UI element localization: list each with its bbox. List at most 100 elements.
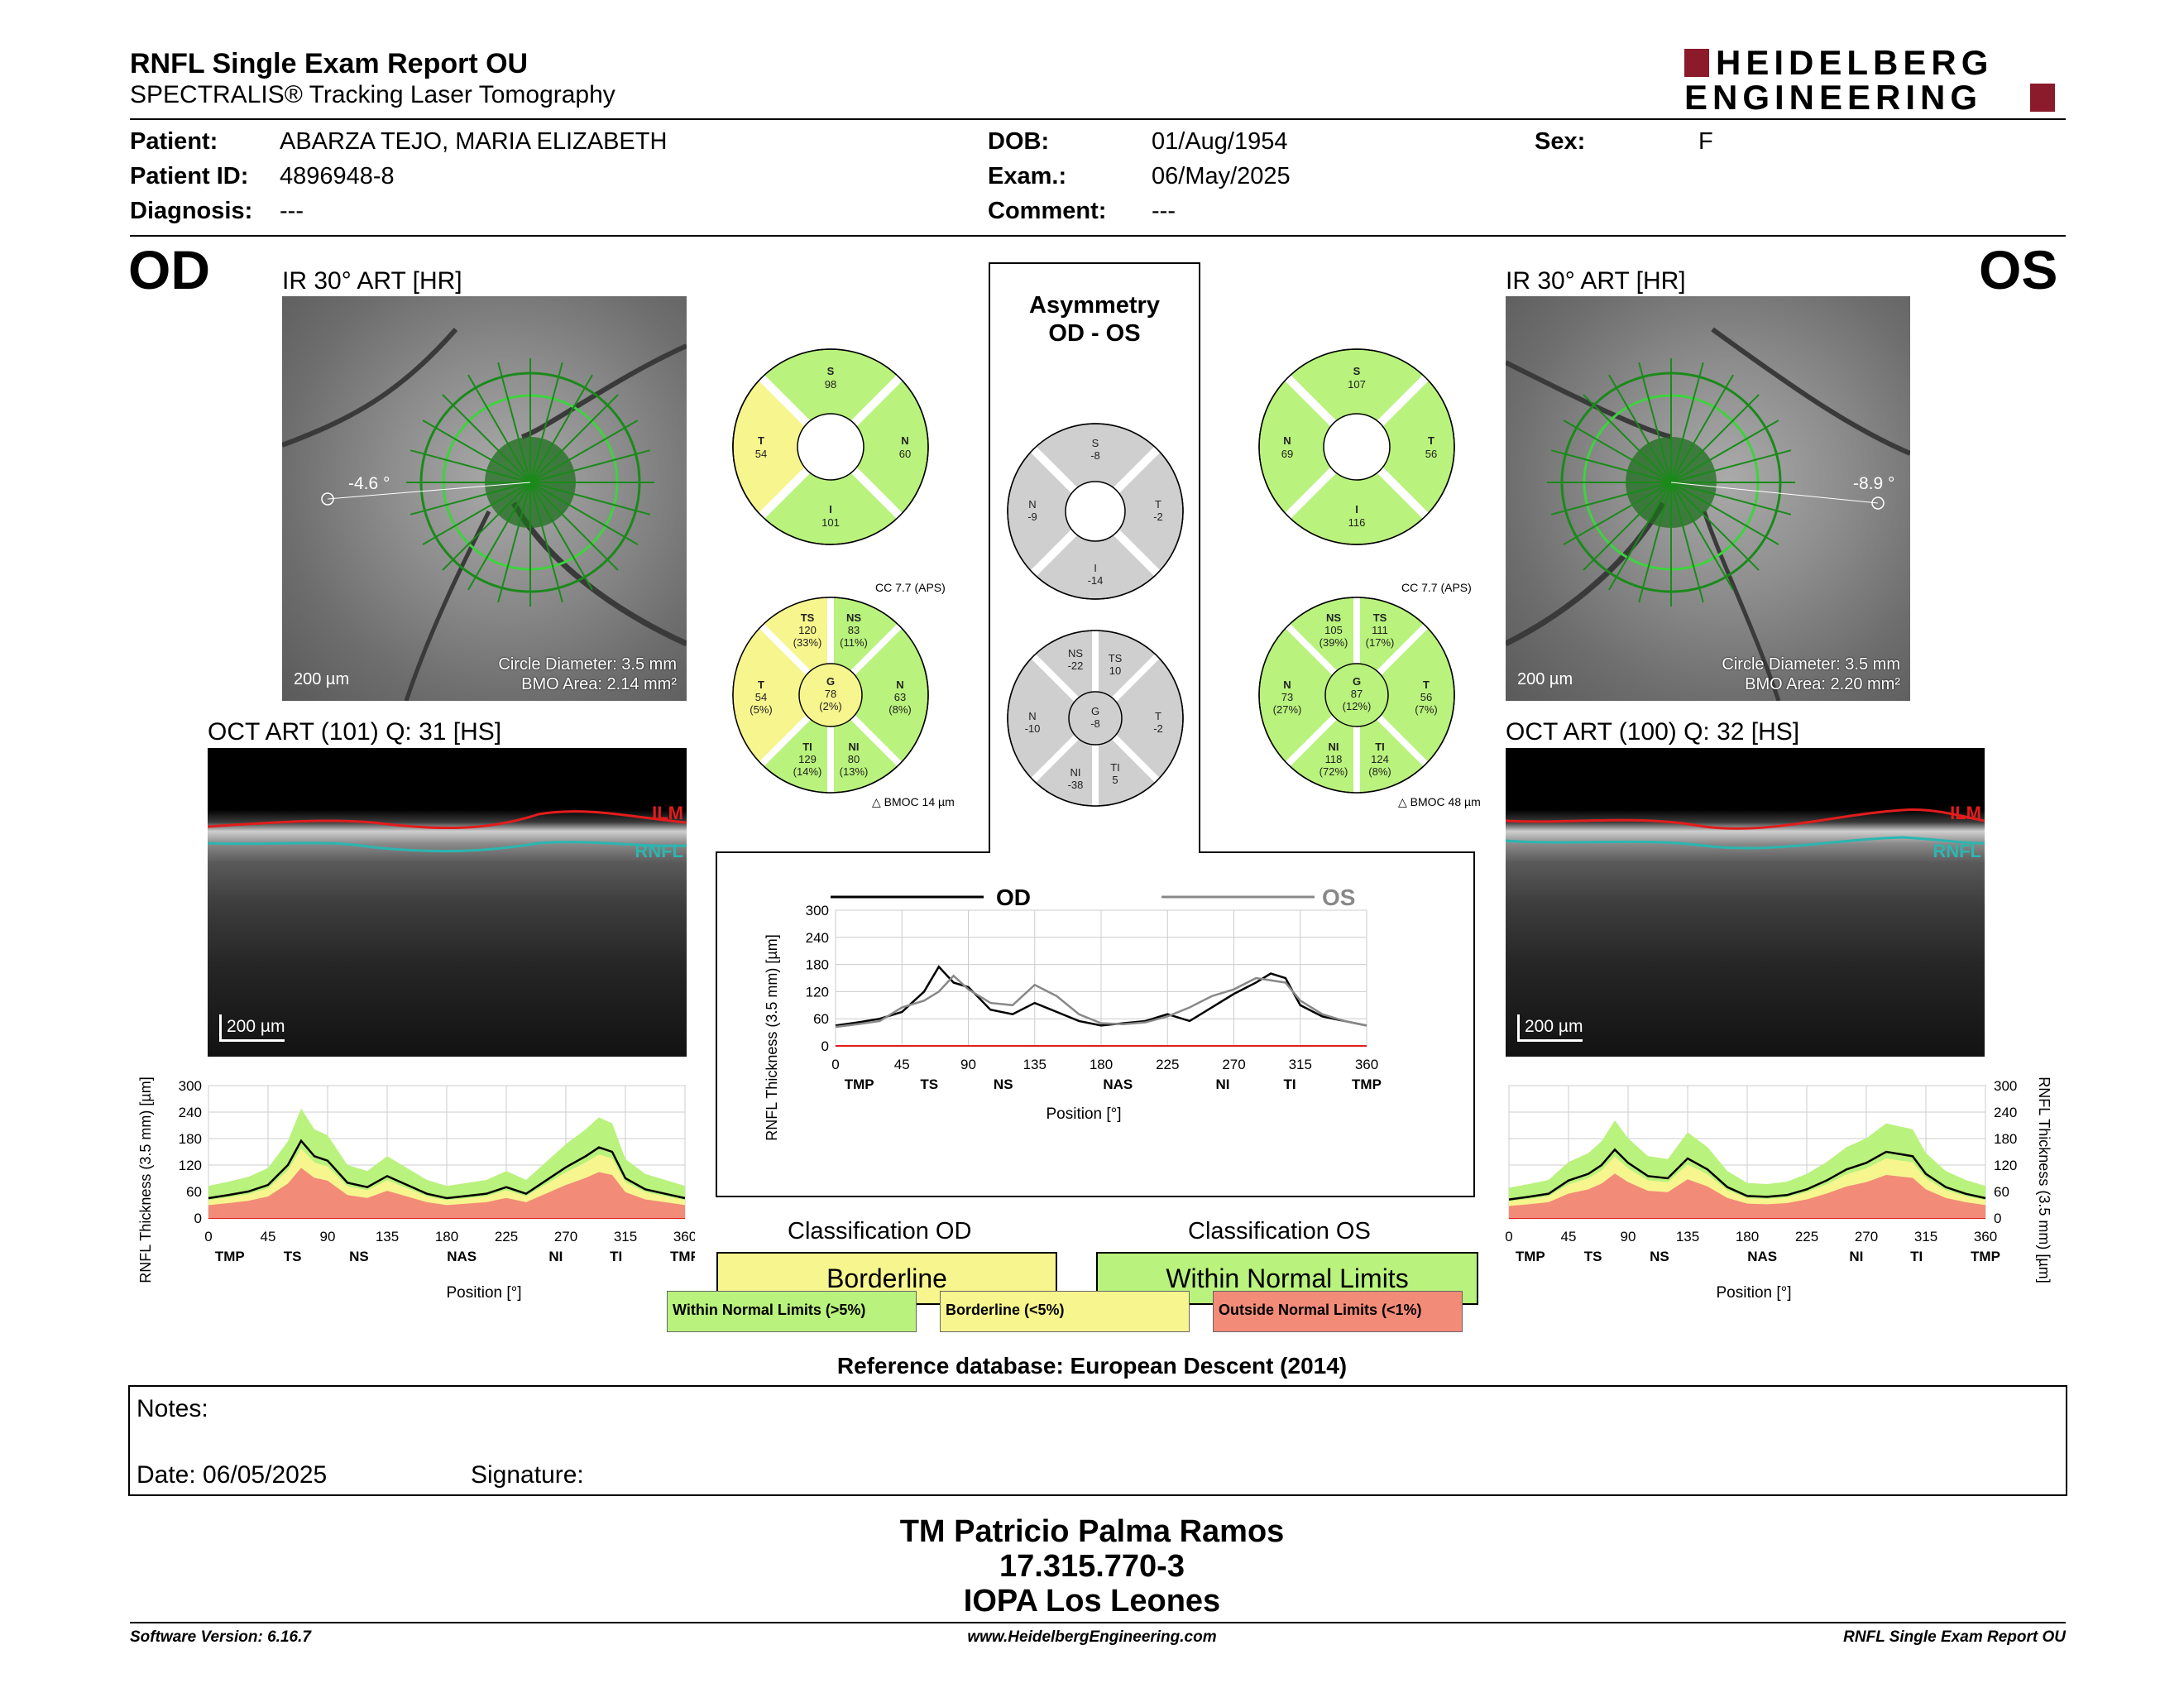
scan-spoke bbox=[442, 482, 531, 571]
od-bmoc-label: △ BMOC 14 µm bbox=[872, 795, 955, 808]
od-angle-text: -4.6 ° bbox=[348, 474, 390, 493]
legend-outside: Outside Normal Limits (<1%) bbox=[1213, 1291, 1463, 1332]
patient-label: Patient: bbox=[130, 128, 218, 155]
od-s4-T: 54 bbox=[755, 448, 767, 460]
notes-box[interactable]: Notes: Date: 06/05/2025 Signature: bbox=[128, 1385, 2067, 1496]
scan-spoke bbox=[1638, 362, 1672, 483]
sector-label: TS bbox=[1584, 1249, 1602, 1264]
asym-s6-T: -2 bbox=[1153, 722, 1163, 735]
od-oct-image[interactable]: ILM RNFL 200 µm bbox=[208, 748, 687, 1057]
od-ylabel: RNFL Thickness (3.5 mm) [µm] bbox=[137, 1077, 154, 1283]
x-tick-label: 225 bbox=[1156, 1057, 1179, 1072]
asym-s4-T: -2 bbox=[1153, 511, 1163, 523]
scan-spoke bbox=[1670, 374, 1734, 483]
svg-text:NS: NS bbox=[846, 611, 861, 624]
asym-s6-N: -10 bbox=[1025, 722, 1041, 735]
patient-id-value: 4896948-8 bbox=[280, 163, 395, 189]
od-fundus-image[interactable]: -4.6 ° Circle Diameter: 3.5 mm BMO Area:… bbox=[282, 296, 687, 701]
footer-report-name: RNFL Single Exam Report OU bbox=[1843, 1628, 2066, 1646]
os-oct-image[interactable]: ILM RNFL 200 µm bbox=[1506, 748, 1985, 1057]
sector-label: NI bbox=[548, 1249, 563, 1264]
scan-spoke bbox=[1583, 482, 1672, 571]
patient-name: ABARZA TEJO, MARIA ELIZABETH bbox=[280, 128, 668, 155]
x-tick-label: 0 bbox=[831, 1057, 839, 1072]
od-sector-chart-6: TS 120 (33%) NS 83 (11%) T 54 (5%) G 78 … bbox=[732, 597, 929, 794]
scan-spoke bbox=[467, 374, 531, 483]
os-s6-G-val: 87 bbox=[1351, 688, 1363, 700]
notes-label: Notes: bbox=[136, 1395, 208, 1422]
logo-red-block-top bbox=[1684, 49, 1709, 77]
scan-spoke bbox=[1550, 449, 1672, 483]
os-ir-title: IR 30° ART [HR] bbox=[1506, 267, 1686, 295]
y-tick-label: 300 bbox=[1994, 1078, 2017, 1094]
x-tick-label: 315 bbox=[614, 1229, 637, 1244]
od-s6-TI-val: 129 bbox=[798, 753, 817, 765]
os-angle-text: -8.9 ° bbox=[1853, 474, 1895, 493]
scan-spoke bbox=[529, 482, 563, 603]
od-s6-NI-pct: (13%) bbox=[840, 765, 869, 778]
od-ir-title: IR 30° ART [HR] bbox=[282, 267, 462, 295]
scan-spoke bbox=[529, 362, 563, 483]
os-fundus-image[interactable]: -8.9 ° Circle Diameter: 3.5 mm BMO Area:… bbox=[1506, 296, 1910, 701]
logo-text-line1: HEIDELBERG bbox=[1716, 43, 1994, 82]
os-bmo-area: BMO Area: 2.20 mm² bbox=[1745, 675, 1900, 693]
eye-label-od: OD bbox=[128, 239, 210, 300]
sector-label: NAS bbox=[1103, 1077, 1133, 1092]
scan-spoke bbox=[497, 362, 531, 483]
svg-text:T: T bbox=[1428, 434, 1434, 447]
y-tick-label: 240 bbox=[806, 930, 829, 946]
sector-label: TMP bbox=[845, 1077, 874, 1092]
y-tick-label: 0 bbox=[194, 1211, 202, 1226]
center-ylabel: RNFL Thickness (3.5 mm) [µm] bbox=[764, 934, 780, 1140]
eye-label-os: OS bbox=[1979, 239, 2058, 300]
y-tick-label: 180 bbox=[806, 957, 829, 973]
scan-spoke bbox=[1563, 420, 1672, 483]
svg-text:T: T bbox=[758, 434, 764, 447]
svg-text:NI: NI bbox=[1329, 741, 1339, 753]
footer-website[interactable]: www.HeidelbergEngineering.com bbox=[967, 1628, 1217, 1646]
scan-spoke bbox=[422, 420, 531, 483]
diagnosis-label: Diagnosis: bbox=[130, 198, 253, 224]
y-tick-label: 60 bbox=[186, 1184, 202, 1200]
sector-label: NS bbox=[1650, 1249, 1669, 1264]
x-tick-label: 360 bbox=[673, 1229, 695, 1244]
y-tick-label: 0 bbox=[821, 1038, 829, 1054]
patient-id-label: Patient ID: bbox=[130, 163, 249, 189]
svg-text:N: N bbox=[1283, 434, 1291, 447]
x-tick-label: 270 bbox=[1855, 1229, 1878, 1244]
scan-spoke bbox=[410, 449, 531, 483]
os-s6-NI-pct: (72%) bbox=[1320, 765, 1348, 778]
scan-spoke bbox=[529, 482, 651, 516]
y-tick-label: 0 bbox=[1994, 1211, 2001, 1226]
od-s4-I: 101 bbox=[821, 516, 840, 529]
svg-text:NS: NS bbox=[1068, 647, 1083, 659]
signature-block: TM Patricio Palma Ramos 17.315.770-3 IOP… bbox=[844, 1514, 1340, 1618]
series-line-od bbox=[208, 1139, 686, 1200]
svg-text:TI: TI bbox=[802, 741, 812, 753]
heidelberg-logo: HEIDELBERG ENGINEERING bbox=[1684, 43, 2065, 116]
x-tick-label: 180 bbox=[435, 1229, 458, 1244]
svg-text:S: S bbox=[1092, 437, 1099, 449]
scan-spoke bbox=[529, 482, 619, 571]
scan-spoke bbox=[1670, 420, 1779, 483]
scan-spoke bbox=[1638, 482, 1672, 603]
od-circle-diameter: Circle Diameter: 3.5 mm bbox=[498, 655, 677, 674]
y-tick-label: 120 bbox=[1994, 1158, 2017, 1173]
report-subtitle: SPECTRALIS® Tracking Laser Tomography bbox=[130, 81, 615, 108]
os-circle-diameter: Circle Diameter: 3.5 mm bbox=[1722, 655, 1900, 674]
date-label: Date: 06/05/2025 bbox=[136, 1461, 328, 1489]
svg-text:TI: TI bbox=[1110, 761, 1120, 774]
outside-band bbox=[1509, 1173, 1985, 1218]
asymmetry-title-line2: OD - OS bbox=[1048, 320, 1141, 347]
svg-text:T: T bbox=[758, 679, 764, 691]
scan-spoke bbox=[1608, 374, 1672, 483]
asym-s6-NS: -22 bbox=[1068, 659, 1084, 672]
y-tick-label: 120 bbox=[806, 984, 829, 1000]
od-s6-NI-val: 80 bbox=[848, 753, 860, 765]
os-s6-G-pct: (12%) bbox=[1343, 700, 1372, 712]
x-tick-label: 135 bbox=[1676, 1229, 1699, 1244]
os-oct-scale: 200 µm bbox=[1517, 1014, 1583, 1042]
svg-text:G: G bbox=[1353, 675, 1361, 688]
scan-spoke bbox=[1670, 482, 1704, 603]
exam-value: 06/May/2025 bbox=[1152, 163, 1291, 189]
